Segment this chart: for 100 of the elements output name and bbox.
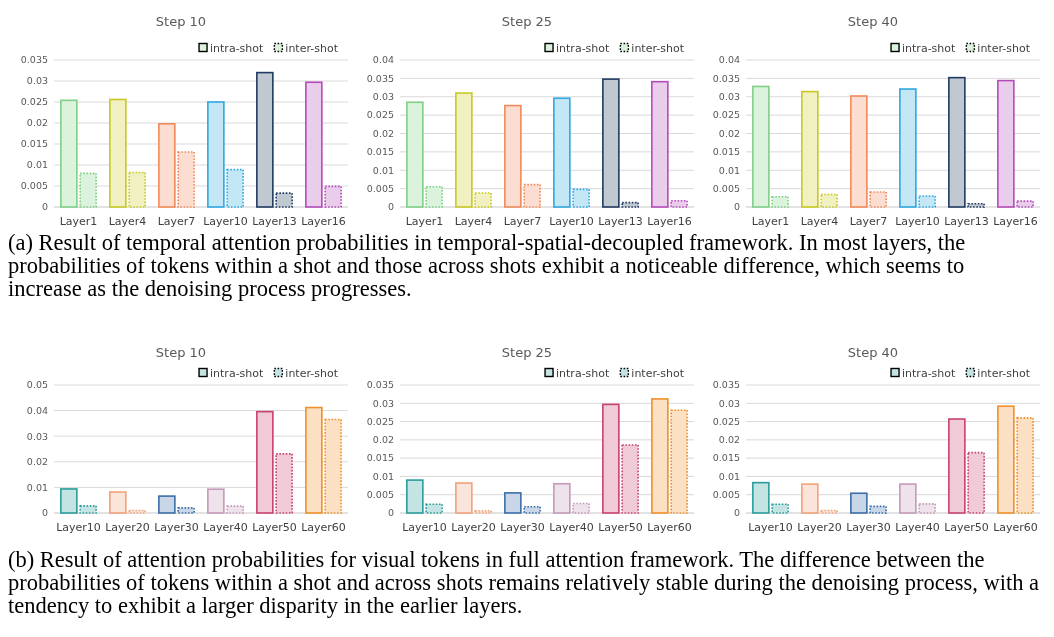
y-tick-label: 0.04 [372, 54, 394, 66]
y-tick-label: 0.04 [718, 54, 740, 66]
x-tick-label: Layer16 [301, 215, 346, 228]
y-tick-label: 0.01 [372, 470, 394, 482]
x-tick-label: Layer10 [203, 215, 248, 228]
y-tick-label: 0 [733, 507, 740, 519]
chart-title: Step 10 [155, 345, 207, 360]
x-tick-label: Layer4 [454, 215, 493, 228]
y-tick-label: 0.005 [366, 182, 394, 194]
y-tick-label: 0.035 [20, 54, 48, 66]
y-tick-label: 0.015 [366, 452, 394, 464]
y-tick-label: 0 [387, 201, 394, 213]
y-tick-label: 0.03 [26, 75, 48, 87]
x-tick-label: Layer1 [59, 215, 98, 228]
text: (b) Result of attention probabilities for visual tokens in full attention framework. The difference between the probabilities of tokens within a shot and across shots remains relatively stable during the denoising process, with a tendency to exhibit a larger disparity in the earlier layers. [8, 547, 1040, 618]
y-tick-label: 0 [41, 201, 48, 213]
x-tick-label: Layer7 [849, 215, 888, 228]
x-tick-label: Layer40 [895, 521, 940, 534]
y-tick-label: 0.03 [718, 397, 740, 409]
legend-label: inter-shot [631, 41, 685, 55]
x-tick-label: Layer13 [598, 215, 643, 228]
y-tick-label: 0.025 [20, 96, 48, 108]
x-tick-label: Layer20 [105, 521, 150, 534]
y-tick-label: 0.005 [20, 180, 48, 192]
y-tick-label: 0.03 [718, 91, 740, 103]
x-tick-label: Layer30 [846, 521, 891, 534]
y-tick-label: 0 [733, 201, 740, 213]
y-tick-label: 0.03 [372, 397, 394, 409]
text: (a) Result of temporal attention probabilities in temporal-spatial-decoupled framework. In most layers, the probabilities of tokens within a shot and those across shots exhibit a noticeable difference, which seems to increase as the denoising process progresses. [8, 230, 966, 301]
x-tick-label: Layer10 [895, 215, 940, 228]
x-tick-label: Layer13 [252, 215, 297, 228]
x-tick-label: Layer30 [500, 521, 545, 534]
y-tick-label: 0.01 [372, 164, 394, 176]
chart-title: Step 40 [847, 14, 899, 29]
y-tick-label: 0.025 [712, 415, 740, 427]
legend-label: inter-shot [977, 366, 1031, 380]
y-tick-label: 0 [387, 507, 394, 519]
legend-label: inter-shot [285, 41, 339, 55]
y-tick-label: 0.015 [712, 452, 740, 464]
y-tick-label: 0.02 [718, 434, 740, 446]
y-tick-label: 0.02 [718, 127, 740, 139]
y-tick-label: 0.035 [366, 72, 394, 84]
y-tick-label: 0.035 [712, 72, 740, 84]
x-tick-label: Layer50 [252, 521, 297, 534]
y-tick-label: 0.01 [26, 481, 48, 493]
x-tick-label: Layer10 [56, 521, 101, 534]
y-tick-label: 0.025 [712, 109, 740, 121]
y-tick-label: 0.02 [372, 127, 394, 139]
legend-label: intra-shot [902, 366, 957, 380]
x-tick-label: Layer16 [647, 215, 692, 228]
x-tick-label: Layer1 [751, 215, 790, 228]
x-tick-label: Layer10 [402, 521, 447, 534]
legend-label: intra-shot [902, 41, 957, 55]
x-tick-label: Layer20 [797, 521, 842, 534]
x-tick-label: Layer40 [203, 521, 248, 534]
y-tick-label: 0.005 [712, 489, 740, 501]
y-tick-label: 0.04 [26, 404, 48, 416]
x-tick-label: Layer40 [549, 521, 594, 534]
x-tick-label: Layer7 [503, 215, 542, 228]
y-tick-label: 0.05 [26, 379, 48, 391]
y-tick-label: 0.03 [372, 91, 394, 103]
chart-title: Step 10 [155, 14, 207, 29]
chart-title: Step 40 [847, 345, 899, 360]
y-tick-label: 0.02 [26, 456, 48, 468]
legend-label: inter-shot [631, 366, 685, 380]
x-tick-label: Layer7 [157, 215, 196, 228]
y-tick-label: 0.02 [372, 434, 394, 446]
y-tick-label: 0.035 [366, 379, 394, 391]
y-tick-label: 0.005 [366, 489, 394, 501]
x-tick-label: Layer1 [405, 215, 444, 228]
x-tick-label: Layer50 [598, 521, 643, 534]
legend-label: intra-shot [210, 366, 265, 380]
y-tick-label: 0.02 [26, 117, 48, 129]
y-tick-label: 0.01 [26, 159, 48, 171]
legend-label: intra-shot [556, 41, 611, 55]
y-tick-label: 0 [41, 507, 48, 519]
legend-label: inter-shot [977, 41, 1031, 55]
x-tick-label: Layer60 [647, 521, 692, 534]
y-tick-label: 0.015 [366, 146, 394, 158]
y-tick-label: 0.01 [718, 164, 740, 176]
x-tick-label: Layer60 [301, 521, 346, 534]
y-tick-label: 0.005 [712, 182, 740, 194]
chart-title: Step 25 [501, 345, 553, 360]
x-tick-label: Layer4 [108, 215, 147, 228]
y-tick-label: 0.03 [26, 430, 48, 442]
y-tick-label: 0.015 [20, 138, 48, 150]
legend-label: intra-shot [556, 366, 611, 380]
y-tick-label: 0.01 [718, 470, 740, 482]
legend-label: inter-shot [285, 366, 339, 380]
x-tick-label: Layer16 [993, 215, 1038, 228]
x-tick-label: Layer20 [451, 521, 496, 534]
x-tick-label: Layer10 [549, 215, 594, 228]
y-tick-label: 0.025 [366, 415, 394, 427]
x-tick-label: Layer10 [748, 521, 793, 534]
x-tick-label: Layer13 [944, 215, 989, 228]
y-tick-label: 0.025 [366, 109, 394, 121]
x-tick-label: Layer50 [944, 521, 989, 534]
legend-label: intra-shot [210, 41, 265, 55]
x-tick-label: Layer60 [993, 521, 1038, 534]
x-tick-label: Layer30 [154, 521, 199, 534]
